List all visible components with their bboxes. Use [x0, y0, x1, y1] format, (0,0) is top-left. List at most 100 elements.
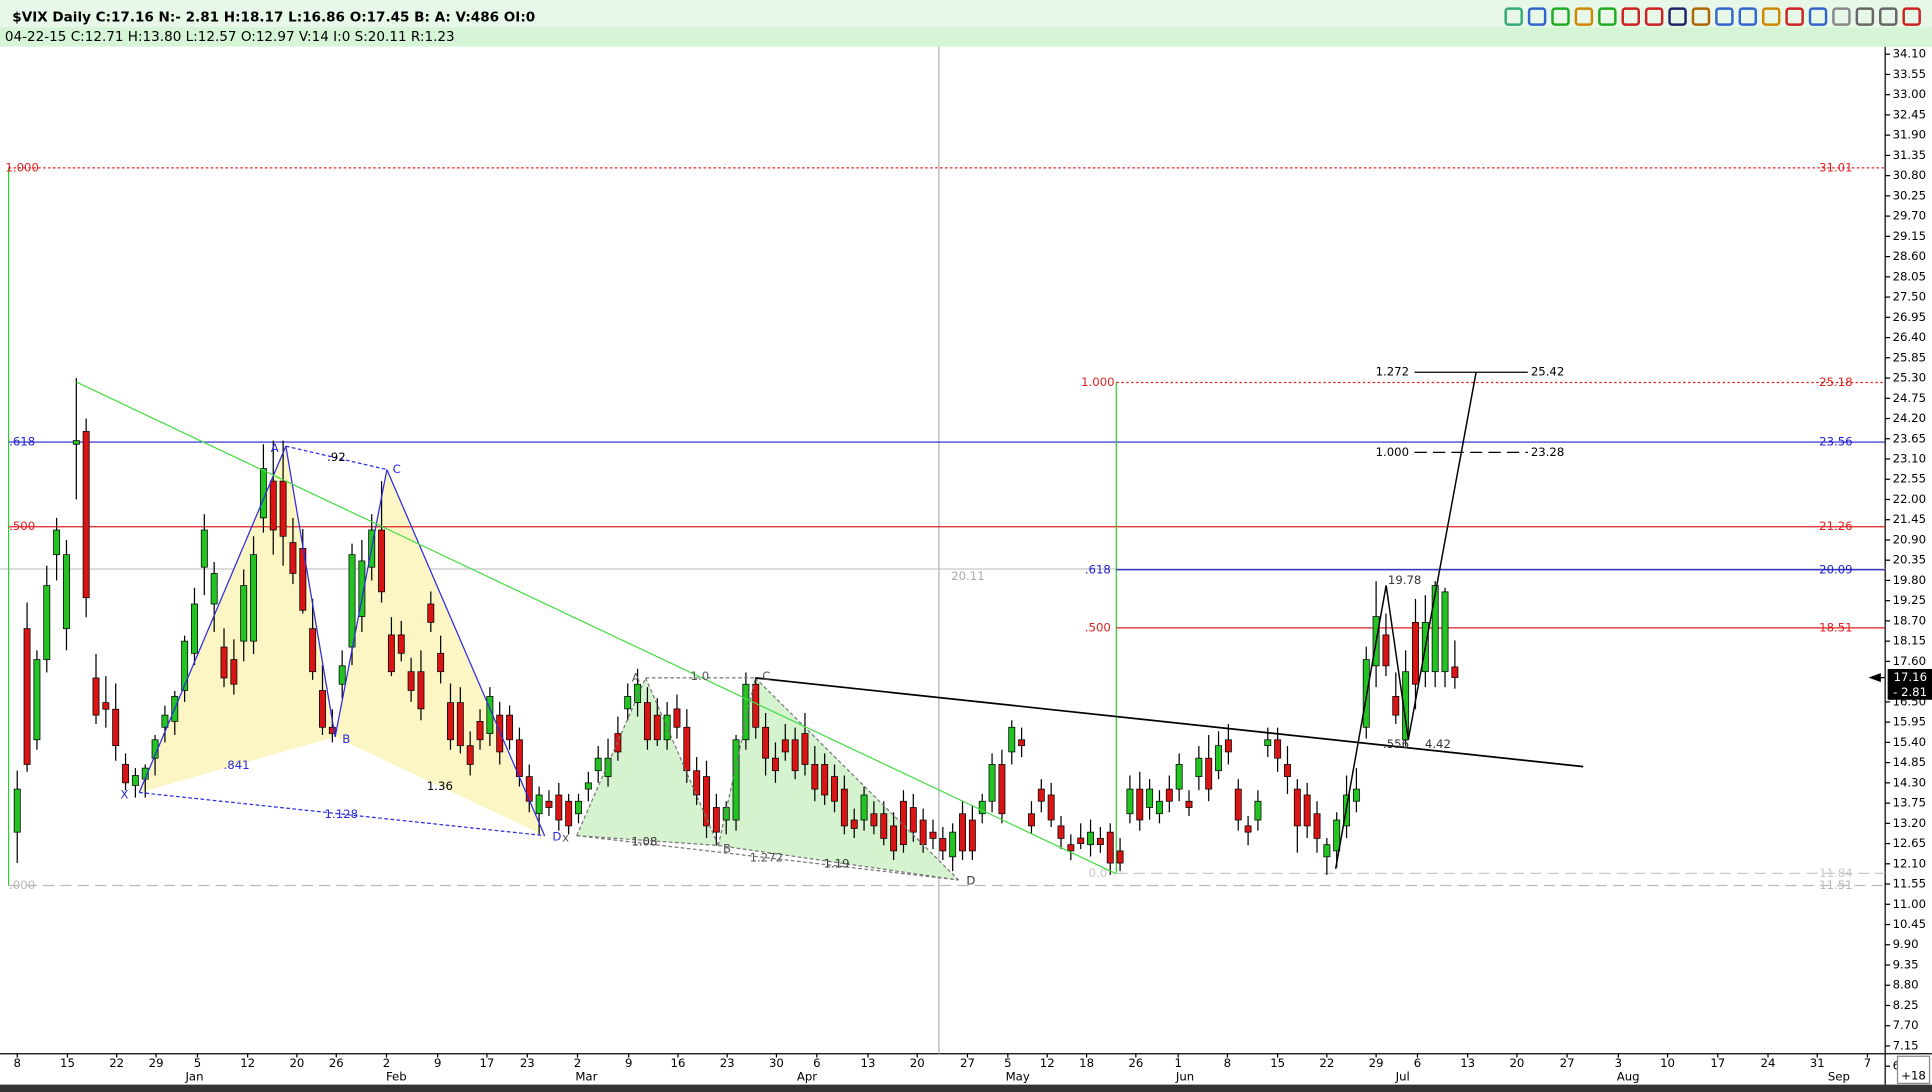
cursor-summary: 04-22-15 C:12.71 H:13.80 L:12.57 O:12.97… [5, 29, 455, 45]
candle-body [240, 585, 248, 642]
y-tick-label: 18.15 [1893, 634, 1926, 648]
toolbar-button[interactable] [1738, 7, 1758, 26]
x-tick-label: 8 [14, 1056, 21, 1070]
y-tick-label: 29.70 [1893, 209, 1926, 223]
toolbar-button[interactable] [1761, 7, 1781, 26]
candle-body [23, 628, 31, 765]
candle-body [1303, 794, 1311, 827]
y-tick-label: 26.40 [1893, 330, 1926, 344]
x-tick-label: 26 [1128, 1056, 1143, 1070]
candle-body [634, 683, 642, 703]
candle-body [397, 634, 405, 654]
pattern-label: .841 [224, 758, 250, 772]
x-tick-label: 13 [1460, 1056, 1475, 1070]
toolbar-button[interactable] [1902, 7, 1921, 26]
candle-body [102, 702, 110, 710]
month-label: Jan [184, 1070, 203, 1084]
x-tick-label: 15 [1270, 1056, 1285, 1070]
pattern-label: 1.000 [1376, 445, 1409, 459]
candle-body [693, 770, 701, 796]
toolbar-button[interactable] [1574, 7, 1594, 26]
fib-ratio-label: .500 [9, 519, 35, 533]
candle-body [1412, 622, 1419, 685]
toolbar-button[interactable] [1527, 7, 1547, 26]
toolbar-button[interactable] [1691, 7, 1711, 26]
toolbar-button[interactable] [1832, 7, 1851, 26]
pattern-label: 23.28 [1531, 445, 1564, 459]
y-tick-label: 30.80 [1893, 168, 1926, 182]
x-tick-label: 15 [60, 1056, 75, 1070]
candle-body [762, 726, 770, 759]
candle-body [1441, 591, 1449, 673]
x-tick-label: 17 [479, 1056, 494, 1070]
y-tick-label: 23.10 [1893, 451, 1926, 465]
pattern-label: .92 [327, 450, 346, 464]
candle-body [309, 628, 317, 673]
toolbar-button[interactable] [1551, 7, 1570, 26]
candle-body [1067, 844, 1075, 852]
candle-body [191, 603, 198, 654]
month-label: Feb [386, 1070, 407, 1084]
toolbar-button[interactable] [1715, 7, 1734, 26]
candle-body [821, 764, 829, 796]
drawing-line [334, 469, 388, 738]
candle-body [1293, 788, 1301, 827]
candle-body [1402, 671, 1410, 741]
candle-body [506, 714, 514, 741]
x-tick-label: 12 [1040, 1056, 1055, 1070]
candle-body [959, 813, 966, 852]
candle-body [1244, 825, 1252, 833]
pattern-label: 1.0 [691, 669, 710, 683]
fib-ratio-label: .000 [9, 878, 35, 892]
x-tick-label: 20 [289, 1056, 304, 1070]
fib-price-label: 20.09 [1819, 562, 1852, 576]
axis-footer-box[interactable] [1896, 1055, 1931, 1084]
y-tick-label: 13.75 [1893, 796, 1926, 810]
candle-body [870, 813, 878, 827]
pattern-label: 1.128 [325, 807, 358, 821]
candle-body [791, 739, 799, 772]
toolbar-button[interactable] [1598, 7, 1617, 26]
x-tick-label: 7 [1864, 1056, 1871, 1070]
toolbar-button[interactable] [1855, 7, 1875, 26]
toolbar-button[interactable] [1808, 7, 1828, 26]
x-tick-label: 5 [194, 1056, 201, 1070]
candle-body [1352, 788, 1360, 802]
x-tick-label: 22 [1319, 1056, 1334, 1070]
candle-body [417, 671, 425, 710]
candle-body [1392, 695, 1400, 716]
candle-body [545, 800, 553, 808]
x-tick-label: 30 [769, 1056, 784, 1070]
toolbar [1504, 7, 1921, 26]
candle-body [1156, 800, 1163, 815]
candle-body [328, 726, 336, 734]
toolbar-button[interactable] [1785, 7, 1804, 26]
y-tick-label: 8.25 [1893, 998, 1919, 1012]
candle-body [653, 714, 661, 741]
month-label: Aug [1617, 1070, 1640, 1084]
candle-body [1224, 739, 1232, 753]
plot-area [0, 46, 1886, 1056]
y-tick-label: 21.45 [1893, 512, 1926, 526]
candle-body [1087, 831, 1094, 846]
y-tick-label: 12.65 [1893, 836, 1926, 850]
y-tick-label: 29.15 [1893, 229, 1926, 243]
y-tick-label: 25.30 [1893, 371, 1926, 385]
y-tick-label: 22.00 [1893, 492, 1926, 506]
candle-body [850, 819, 858, 829]
candle-body [1116, 850, 1124, 864]
candle-body [1057, 825, 1065, 839]
y-tick-label: 24.75 [1893, 391, 1926, 405]
status-strip [0, 1084, 1932, 1092]
candle-body [1195, 757, 1203, 777]
toolbar-button[interactable] [1644, 7, 1664, 26]
toolbar-button[interactable] [1879, 7, 1898, 26]
toolbar-button[interactable] [1668, 7, 1687, 26]
x-tick-label: 12 [240, 1056, 255, 1070]
toolbar-button[interactable] [1504, 7, 1523, 26]
candle-body [387, 634, 395, 673]
toolbar-button[interactable] [1621, 7, 1640, 26]
drawing-line [1385, 585, 1410, 740]
pattern-label: D [966, 874, 975, 888]
drawing-line [576, 835, 959, 881]
